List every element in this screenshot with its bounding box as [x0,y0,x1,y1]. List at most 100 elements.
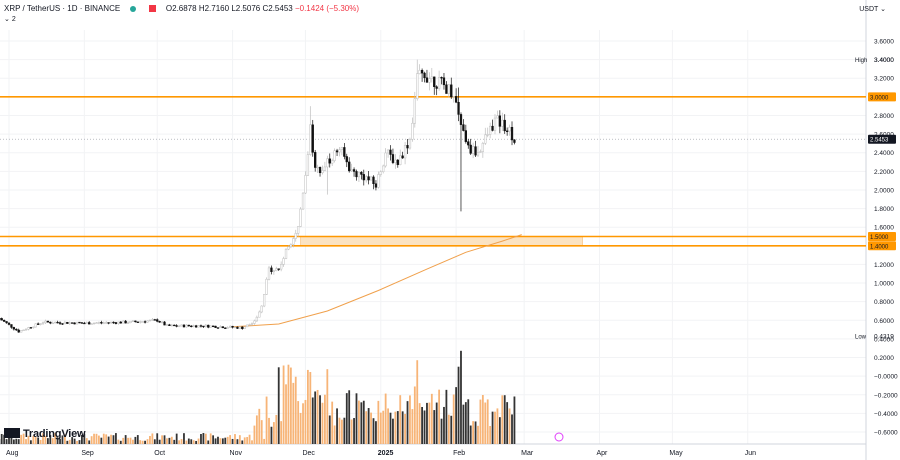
volume-bar [8,437,10,444]
symbol-label[interactable]: XRP / TetherUS · 1D · BINANCE [4,4,121,13]
candle-body [267,267,271,280]
y-tick-label: 2.0000 [874,187,894,194]
candle-body [180,324,183,327]
volume-bar [132,439,134,444]
candle-body [20,330,23,333]
volume-bar [175,433,178,444]
volume-bar [345,393,348,444]
candle-body [224,327,227,329]
candle-body [129,321,132,323]
candle-body [192,325,195,327]
volume-bar [311,397,314,444]
candle-body [107,322,110,324]
indicator-toggle[interactable]: ⌄ 2 [4,16,16,23]
volume-bar [219,438,222,444]
volume-bar [229,435,232,444]
volume-bar [76,440,78,444]
volume-bar [314,391,317,444]
volume-bar [66,440,69,444]
volume-bar [316,389,319,444]
candle-body [202,325,205,328]
candle-body [457,101,460,115]
candle-body [440,77,443,79]
volume-bar [382,410,385,444]
candle-body [39,323,42,325]
candle-body [282,258,285,265]
level-tag [868,241,896,251]
volume-bar [197,438,200,444]
volume-bar [333,425,336,444]
volume-bar [42,433,44,444]
volume-bar [146,439,149,444]
volume-bar [302,403,304,444]
candle-body [450,84,453,98]
volume-bar [401,411,404,444]
volume-bar [455,387,458,444]
y-tick-label: −0.2000 [874,392,898,399]
candle-body [17,329,20,333]
candle-body [173,324,176,327]
indicator-count: 2 [11,16,16,23]
candle-body [12,327,16,330]
candle-body [32,326,35,329]
volume-bar [479,399,482,444]
candle-body [508,127,511,132]
candle-body [46,320,50,323]
support-zone [300,236,583,247]
volume-bar [149,435,151,444]
brand-name: TradingView [23,428,86,440]
currency-label: USDT [859,6,879,13]
candle-body [301,192,305,210]
volume-bar [377,400,380,444]
volume-bar [287,364,290,444]
candle-body [469,144,472,154]
volume-bar [141,440,144,444]
volume-bar [411,409,414,444]
volume-bar [447,414,450,444]
volume-bar [231,438,234,444]
y-tick-label: −0.4000 [874,411,898,418]
candle-body [143,321,147,323]
currency-selector[interactable]: USDT ⌄ [859,6,886,13]
candle-body [311,124,314,153]
candle-body [423,72,426,79]
volume-bar [37,437,40,444]
volume-bar [107,436,110,444]
candle-body [260,305,263,313]
candle-body [122,320,125,324]
y-tick-label: 1.8000 [874,206,894,213]
flag-icon[interactable] [148,5,156,13]
volume-bar [294,376,297,444]
volume-bar [270,426,273,444]
volume-bar [46,438,49,444]
volume-bar [51,438,54,444]
candle-body [66,321,69,324]
y-tick-label: 3.4000 [874,57,894,64]
volume-bar [338,417,341,444]
volume-bar [494,411,496,444]
x-tick-label: Feb [453,450,465,457]
volume-bar [384,393,387,444]
candle-body [396,159,399,165]
volume-bar [187,438,190,444]
volume-bar [462,404,465,444]
volume-bar [421,406,423,444]
candle-body [49,321,52,324]
candle-body [345,156,348,163]
volume-bar [341,419,343,444]
market-open-icon [130,5,137,12]
volume-bar [297,401,300,444]
volume-bar [163,435,166,444]
candle-body [24,329,28,331]
candle-body [362,174,365,181]
price-tag [868,134,896,144]
volume-bar [306,369,309,444]
candle-body [331,160,334,164]
volume-bar [304,399,307,444]
volume-bar [93,433,95,444]
volume-bar [112,435,115,444]
volume-bar [221,438,224,444]
y-tick-label: 2.8000 [874,113,894,120]
candle-body [335,150,339,153]
